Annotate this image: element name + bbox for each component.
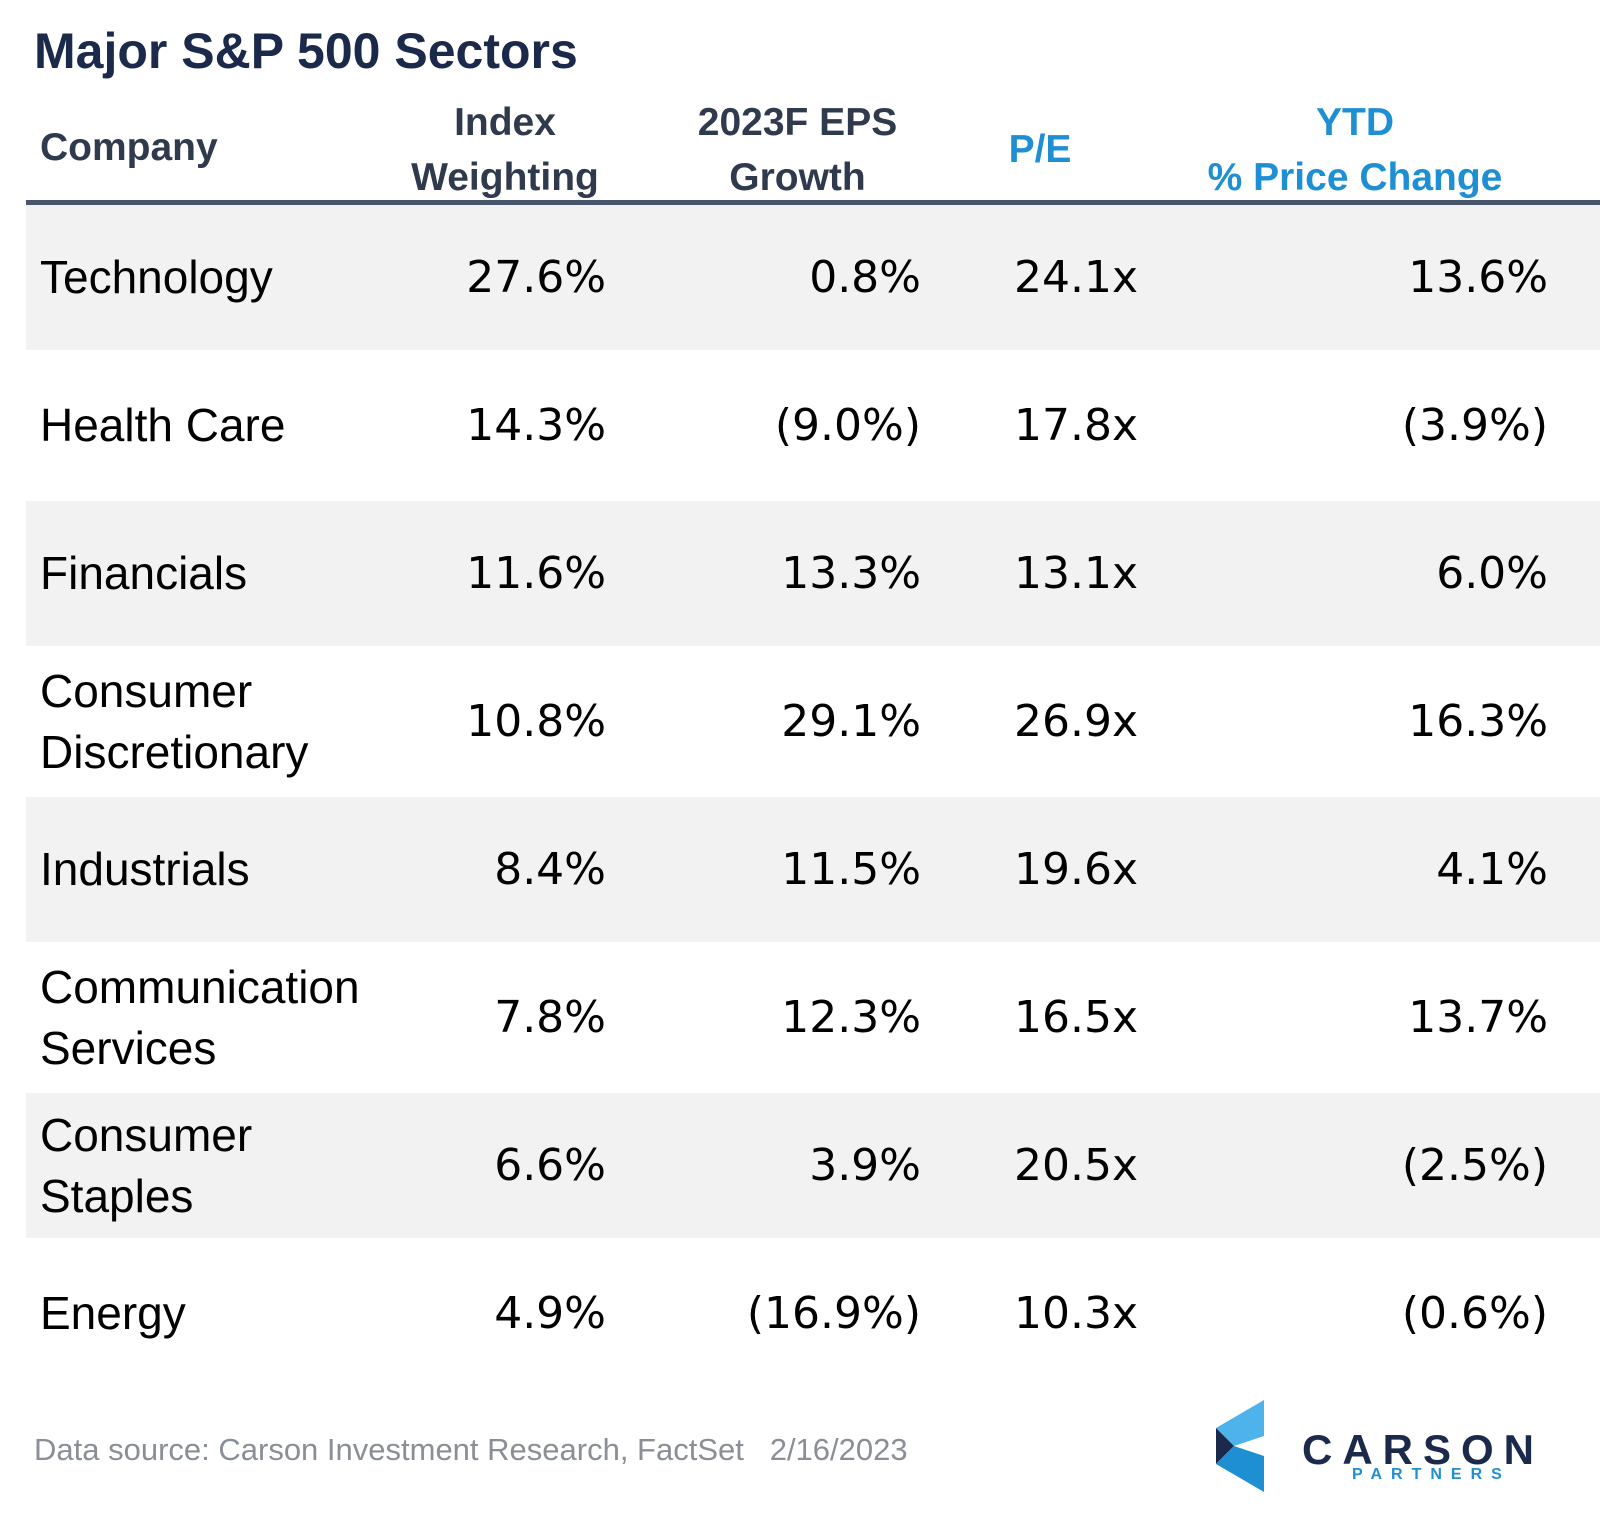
sector-name-line: Consumer bbox=[40, 1108, 253, 1161]
eps-growth-value: 11.5% bbox=[781, 844, 921, 895]
sector-name-text: Technology bbox=[40, 247, 273, 308]
carson-logo-subtext: PARTNERS bbox=[1352, 1466, 1511, 1483]
carson-logo-wordmark: CARSON bbox=[1302, 1426, 1545, 1473]
pe-value: 10.3x bbox=[1014, 1288, 1139, 1339]
index-weighting-value: 4.9% bbox=[494, 1288, 606, 1339]
logo-mark-bottom-facet bbox=[1216, 1446, 1264, 1492]
ytd-change-value: 6.0% bbox=[1436, 548, 1548, 599]
page-title: Major S&P 500 Sectors bbox=[34, 23, 578, 79]
table-row: Energy 4.9% (16.9%) 10.3x (0.6%) bbox=[26, 1238, 1600, 1386]
ytd-change-value: (3.9%) bbox=[1401, 400, 1548, 451]
header-eps-growth-line1: 2023F EPS bbox=[697, 101, 898, 144]
logo-mark-left-facet bbox=[1216, 1428, 1234, 1464]
ytd-change-value: 16.3% bbox=[1408, 696, 1548, 747]
header-eps-growth: 2023F EPS Growth bbox=[655, 95, 940, 205]
sector-name-text: Industrials bbox=[40, 839, 250, 900]
sector-name-line: Staples bbox=[40, 1169, 194, 1222]
eps-growth-value: (16.9%) bbox=[746, 1288, 921, 1339]
header-ytd-line2: % Price Change bbox=[1207, 156, 1503, 199]
eps-growth-value: 13.3% bbox=[781, 548, 921, 599]
sector-name-text: Consumer Discretionary bbox=[40, 661, 308, 783]
sector-name-line: Services bbox=[40, 1021, 217, 1074]
table-row: Health Care 14.3% (9.0%) 17.8x (3.9%) bbox=[26, 350, 1600, 498]
carson-logo-icon bbox=[1216, 1400, 1264, 1492]
index-weighting-value: 8.4% bbox=[494, 844, 606, 895]
header-ytd-line1: YTD bbox=[1316, 101, 1394, 144]
header-eps-growth-line2: Growth bbox=[729, 156, 866, 199]
index-weighting-value: 27.6% bbox=[466, 252, 606, 303]
table-row: Industrials 8.4% 11.5% 19.6x 4.1% bbox=[26, 794, 1600, 942]
header-company: Company bbox=[40, 126, 218, 169]
sector-name-line: Technology bbox=[40, 251, 273, 303]
pe-value: 20.5x bbox=[1014, 1140, 1139, 1191]
pe-value: 24.1x bbox=[1014, 252, 1139, 303]
sector-name-line: Discretionary bbox=[40, 725, 309, 778]
ytd-change-value: 4.1% bbox=[1436, 844, 1548, 895]
sector-name: Industrials bbox=[40, 797, 250, 942]
eps-growth-value: 0.8% bbox=[809, 252, 921, 303]
index-weighting-value: 14.3% bbox=[466, 400, 606, 451]
ytd-change-value: 13.7% bbox=[1408, 992, 1548, 1043]
sector-name-line: Health Care bbox=[40, 399, 286, 451]
pe-value: 26.9x bbox=[1014, 696, 1139, 747]
table-row: Consumer Discretionary 10.8% 29.1% 26.9x 16.3… bbox=[26, 646, 1600, 794]
pe-value: 16.5x bbox=[1014, 992, 1139, 1043]
header-index-weighting-line2: Weighting bbox=[411, 156, 599, 199]
header-divider bbox=[26, 200, 1600, 205]
ytd-change-value: (0.6%) bbox=[1401, 1288, 1548, 1339]
sector-name: Technology bbox=[40, 205, 273, 350]
table-row: Consumer Staples 6.6% 3.9% 20.5x (2.5%) bbox=[26, 1090, 1600, 1238]
header-pe: P/E bbox=[1008, 128, 1072, 171]
sector-name: Consumer Discretionary bbox=[40, 649, 308, 794]
sector-name-text: Financials bbox=[40, 543, 247, 604]
pe-value: 17.8x bbox=[1014, 400, 1139, 451]
sector-name-line: Energy bbox=[40, 1287, 186, 1339]
eps-growth-value: 3.9% bbox=[809, 1140, 921, 1191]
header-ytd: YTD % Price Change bbox=[1185, 95, 1525, 205]
index-weighting-value: 7.8% bbox=[494, 992, 606, 1043]
index-weighting-value: 10.8% bbox=[466, 696, 606, 747]
eps-growth-value: 12.3% bbox=[781, 992, 921, 1043]
pe-value: 19.6x bbox=[1014, 844, 1139, 895]
header-index-weighting: Index Weighting bbox=[400, 95, 610, 205]
sector-name-line: Financials bbox=[40, 547, 248, 599]
sector-table: Technology 27.6% 0.8% 24.1x 13.6% Health Care… bbox=[26, 205, 1600, 1386]
data-source-note: Data source: Carson Investment Research,… bbox=[34, 1432, 908, 1467]
sector-name-line: Communication bbox=[40, 960, 360, 1013]
index-weighting-value: 11.6% bbox=[466, 548, 606, 599]
header-index-weighting-line1: Index bbox=[454, 101, 556, 144]
sector-name-text: Health Care bbox=[40, 395, 285, 456]
pe-value: 13.1x bbox=[1014, 548, 1139, 599]
sector-name-line: Industrials bbox=[40, 843, 250, 895]
ytd-change-value: 13.6% bbox=[1408, 252, 1548, 303]
logo-mark-top-facet bbox=[1216, 1400, 1264, 1446]
eps-growth-value: (9.0%) bbox=[774, 400, 921, 451]
sector-name-line: Consumer bbox=[40, 664, 253, 717]
table-row: Technology 27.6% 0.8% 24.1x 13.6% bbox=[26, 205, 1600, 350]
sector-name: Communication Services bbox=[40, 945, 360, 1090]
sector-name: Financials bbox=[40, 501, 247, 646]
sector-name: Energy bbox=[40, 1241, 186, 1386]
table-row: Financials 11.6% 13.3% 13.1x 6.0% bbox=[26, 498, 1600, 646]
index-weighting-value: 6.6% bbox=[494, 1140, 606, 1191]
sector-name: Health Care bbox=[40, 353, 285, 498]
table-row: Communication Services 7.8% 12.3% 16.5x 13.7% bbox=[26, 942, 1600, 1090]
sector-name: Consumer Staples bbox=[40, 1093, 252, 1238]
sector-name-text: Communication Services bbox=[40, 957, 360, 1079]
sector-name-text: Consumer Staples bbox=[40, 1105, 252, 1227]
sector-name-text: Energy bbox=[40, 1283, 186, 1344]
eps-growth-value: 29.1% bbox=[781, 696, 921, 747]
ytd-change-value: (2.5%) bbox=[1401, 1140, 1548, 1191]
